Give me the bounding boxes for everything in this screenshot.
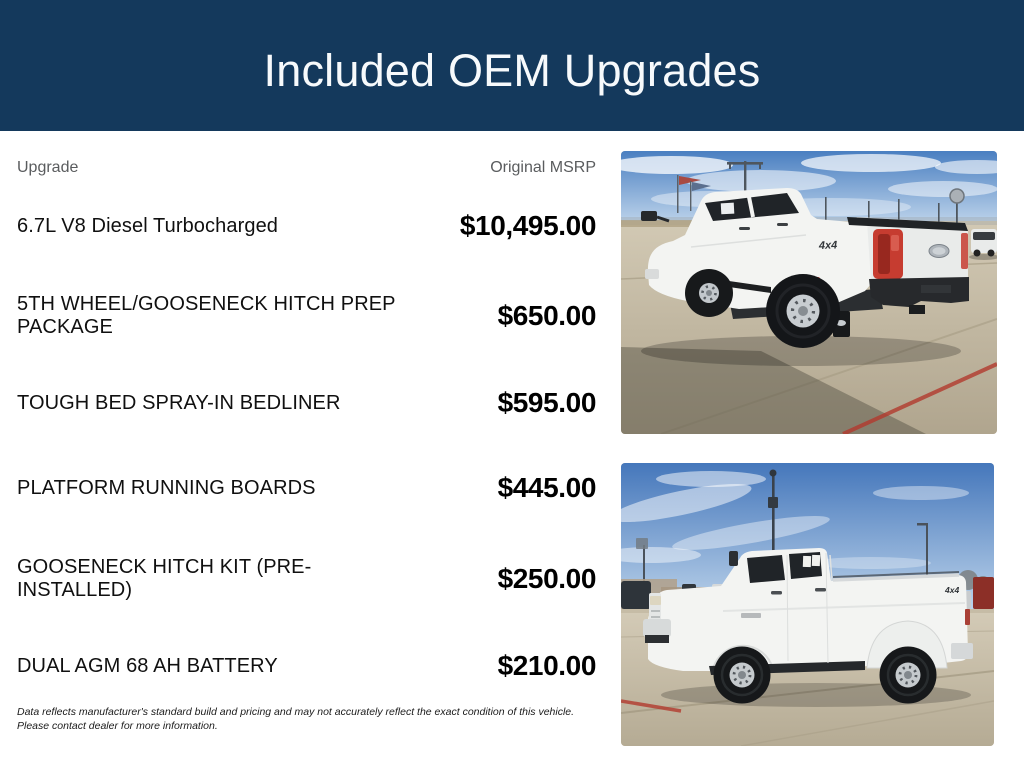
round-sign <box>949 188 965 204</box>
headlight <box>650 596 661 605</box>
vehicle-photo-rear-quarter-illustration: 4x4 <box>621 151 997 434</box>
page-title: Included OEM Upgrades <box>263 44 761 96</box>
taillight <box>965 609 970 625</box>
table-row: PLATFORM RUNNING BOARDS $445.00 <box>17 466 596 510</box>
4x4-decal: 4x4 <box>944 585 959 595</box>
vehicle-photo-rear-quarter: 4x4 <box>621 151 997 434</box>
vehicle-photo-side-profile-illustration: 4x4 <box>621 463 994 746</box>
disclaimer-line-2: Please contact dealer for more informati… <box>17 719 218 732</box>
upgrade-name: TOUGH BED SPRAY-IN BEDLINER <box>17 391 341 414</box>
upgrade-name: 6.7L V8 Diesel Turbocharged <box>17 214 279 237</box>
front-wheel <box>713 646 771 704</box>
table-row: 5TH WHEEL/GOOSENECK HITCH PREP PACKAGE $… <box>17 287 596 345</box>
table-row: TOUGH BED SPRAY-IN BEDLINER $595.00 <box>17 381 596 425</box>
4x4-decal: 4x4 <box>818 239 838 252</box>
red-curb-line <box>621 699 682 713</box>
upgrade-name: 5TH WHEEL/GOOSENECK HITCH PREP PACKAGE <box>17 293 396 338</box>
disclaimer-text: Data reflects manufacturer's standard bu… <box>17 706 582 734</box>
red-curb-line <box>842 362 997 434</box>
disclaimer-line-1: Data reflects manufacturer's standard bu… <box>17 706 575 718</box>
upgrade-price: $210.00 <box>497 650 597 681</box>
background-red-truck <box>973 577 994 609</box>
rear-dually-wheel <box>766 274 840 348</box>
table-column-headers: Upgrade Original MSRP <box>17 159 596 177</box>
rear-dually-wheel <box>879 646 937 704</box>
page-header-banner: Included OEM Upgrades <box>0 0 1024 131</box>
door-badge <box>741 613 761 618</box>
window-sticker <box>802 555 812 568</box>
flag-poles <box>677 175 711 213</box>
table-row: DUAL AGM 68 AH BATTERY $210.00 <box>17 644 596 688</box>
upgrade-name: DUAL AGM 68 AH BATTERY <box>17 654 278 677</box>
truck-rear-quarter: 4x4 <box>641 188 969 366</box>
upgrade-price: $10,495.00 <box>459 210 597 241</box>
upgrade-price: $595.00 <box>497 387 597 418</box>
truck-side-profile: 4x4 <box>643 548 973 707</box>
vehicle-photo-side-profile: 4x4 <box>621 463 994 746</box>
upgrade-price: $250.00 <box>497 563 597 594</box>
table-row: GOOSENECK HITCH KIT (PRE-INSTALLED) $250… <box>17 550 596 608</box>
window-sticker <box>811 554 821 567</box>
background-suv <box>969 229 997 260</box>
tow-mirror <box>729 551 738 566</box>
upgrade-price: $445.00 <box>497 472 597 503</box>
front-wheel <box>685 269 733 317</box>
upgrade-name: PLATFORM RUNNING BOARDS <box>17 476 316 499</box>
tow-mirror <box>641 211 657 221</box>
window-sticker <box>720 202 735 215</box>
column-header-upgrade: Upgrade <box>17 159 79 176</box>
table-row: 6.7L V8 Diesel Turbocharged $10,495.00 <box>17 203 596 249</box>
column-header-msrp: Original MSRP <box>490 159 596 176</box>
upgrade-price: $650.00 <box>497 300 597 331</box>
upgrade-name: GOOSENECK HITCH KIT (PRE-INSTALLED) <box>17 556 312 601</box>
